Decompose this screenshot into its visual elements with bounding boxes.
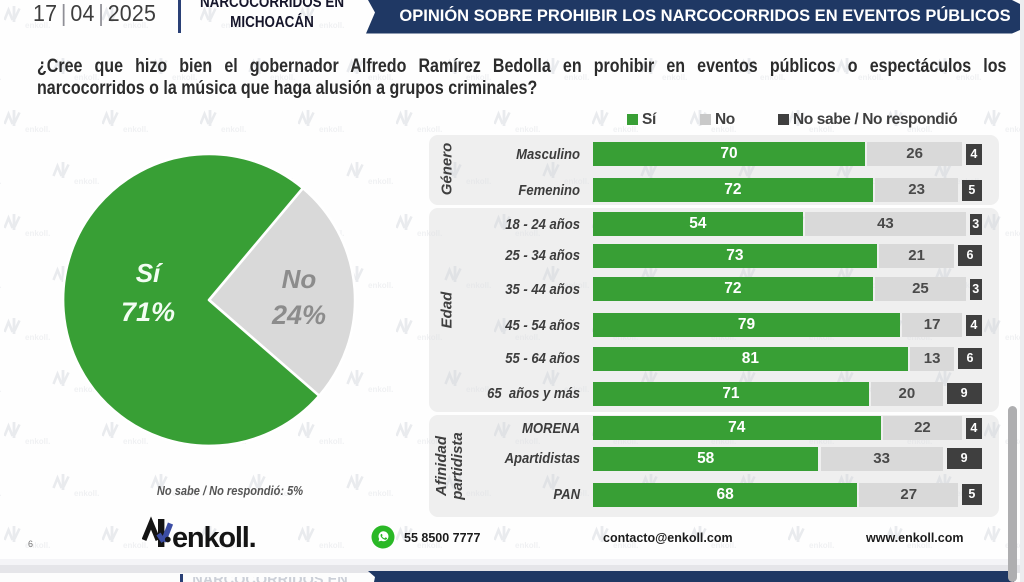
svg-text:enkoll.: enkoll.	[172, 522, 256, 554]
